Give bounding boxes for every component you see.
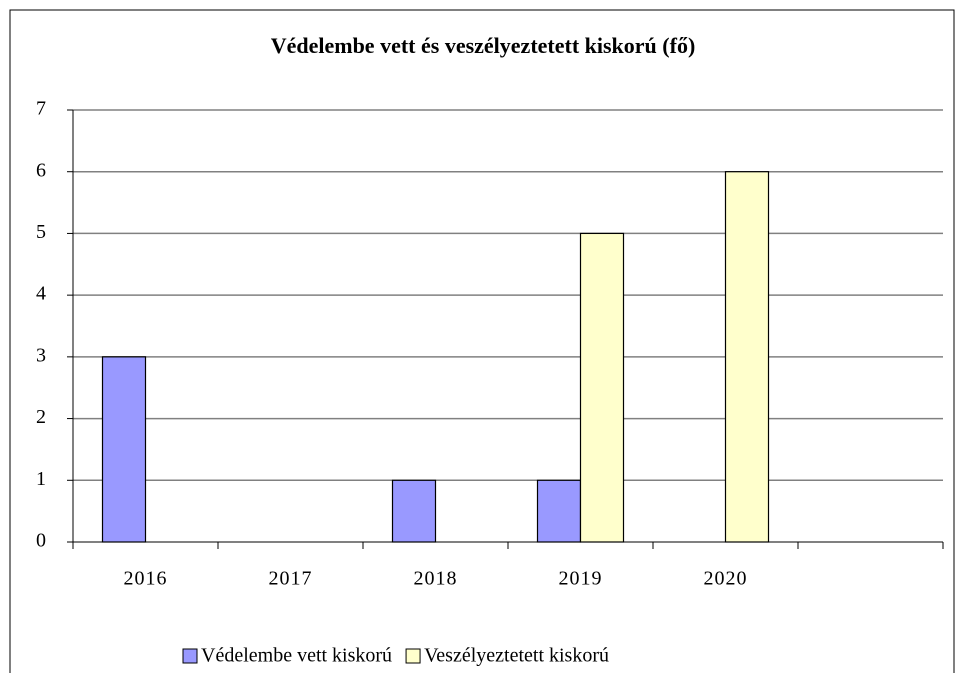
y-tick-label: 7 xyxy=(36,98,46,120)
legend-swatch xyxy=(405,648,421,664)
x-tick-label: 2019 xyxy=(559,568,603,590)
y-tick-label: 0 xyxy=(36,530,46,552)
y-tick-label: 1 xyxy=(36,468,46,490)
chart-frame xyxy=(9,9,955,673)
bar xyxy=(391,479,437,543)
x-tick-label: 2017 xyxy=(269,568,313,590)
x-tick-label: 2018 xyxy=(414,568,458,590)
legend-label: Veszélyeztetett kiskorú xyxy=(424,645,609,667)
bar xyxy=(579,232,625,543)
y-tick-label: 4 xyxy=(36,283,46,305)
legend-label: Védelembe vett kiskorú xyxy=(201,645,392,667)
x-tick-label: 2016 xyxy=(124,568,168,590)
x-tick-label: 2020 xyxy=(704,568,748,590)
y-tick-label: 6 xyxy=(36,159,46,181)
bar xyxy=(536,479,582,543)
chart-title: Védelembe vett és veszélyeztetett kiskor… xyxy=(271,33,696,58)
legend-swatch xyxy=(182,648,198,664)
y-tick-label: 5 xyxy=(36,221,46,243)
y-tick-label: 3 xyxy=(36,344,46,366)
bar xyxy=(724,171,770,543)
y-tick-label: 2 xyxy=(36,406,46,428)
bar xyxy=(101,356,147,543)
